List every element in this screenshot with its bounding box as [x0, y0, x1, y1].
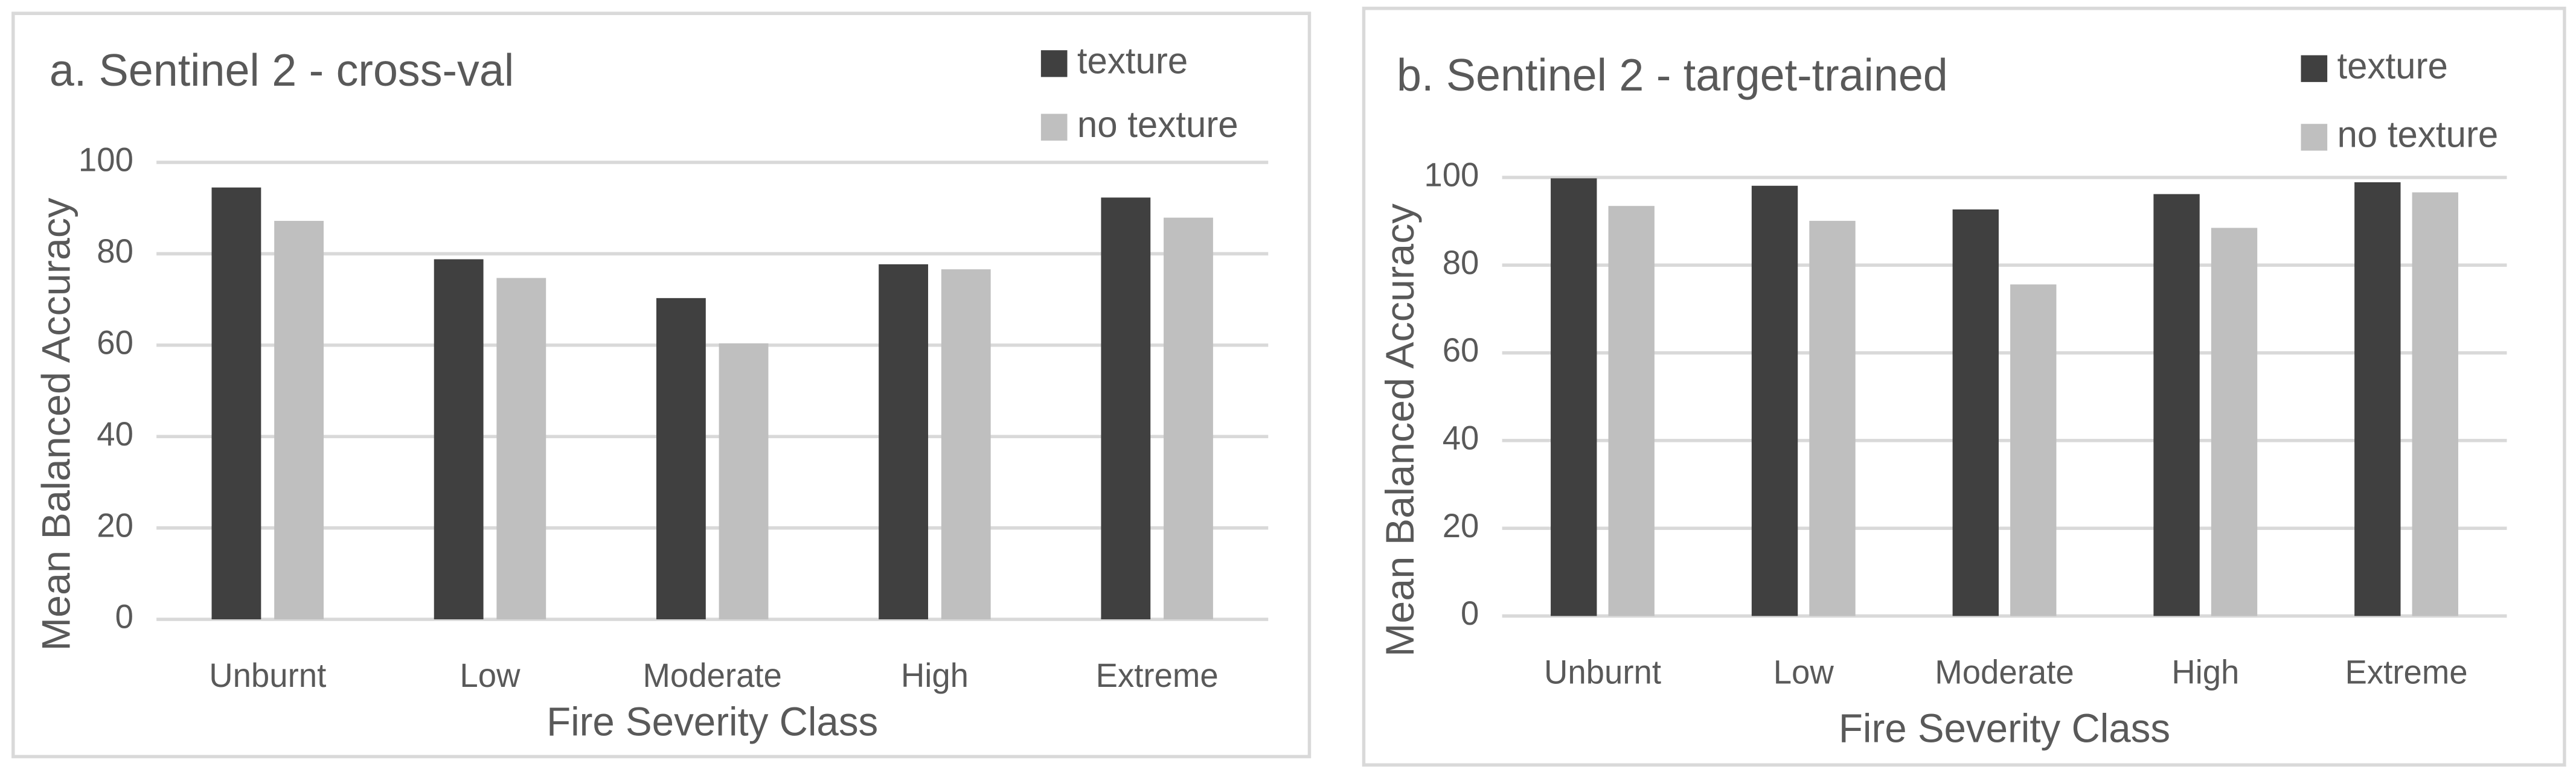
x-tick-label: Moderate	[1935, 653, 2074, 691]
bar	[434, 259, 484, 620]
bar	[941, 269, 991, 620]
x-tick-label: Unburnt	[209, 656, 326, 694]
legend-swatch	[1040, 113, 1068, 141]
x-tick-label: Low	[460, 656, 520, 694]
bar	[211, 187, 261, 620]
y-tick-label: 60	[1443, 331, 1479, 369]
bar	[2354, 182, 2401, 616]
bar	[2010, 284, 2057, 616]
x-tick-label: Extreme	[1096, 656, 1219, 694]
chart-title: b. Sentinel 2 - target-trained	[1397, 50, 1948, 101]
bar	[1101, 197, 1151, 620]
legend-swatch	[1040, 50, 1068, 77]
x-axis-title: Fire Severity Class	[1839, 706, 2170, 751]
bar	[1952, 209, 1999, 616]
y-tick-label: 80	[1443, 244, 1479, 282]
bar	[496, 278, 546, 620]
x-axis-title: Fire Severity Class	[546, 699, 878, 744]
legend-label: texture	[2337, 45, 2447, 86]
legend-swatch	[2301, 124, 2328, 151]
bar	[2211, 228, 2258, 616]
x-tick-label: Low	[1773, 653, 1834, 691]
bar	[1751, 185, 1798, 616]
y-tick-label: 40	[97, 415, 133, 453]
y-axis-title: Mean Balanced Accuracy	[1378, 203, 1422, 657]
y-tick-label: 20	[97, 506, 133, 544]
y-tick-label: 80	[97, 232, 133, 270]
y-tick-label: 60	[97, 324, 133, 362]
y-tick-label: 100	[1424, 156, 1479, 194]
bar	[879, 264, 929, 620]
y-tick-label: 20	[1443, 506, 1479, 544]
legend-label: no texture	[1077, 103, 1238, 145]
y-tick-label: 100	[78, 141, 133, 179]
x-tick-label: Unburnt	[1544, 653, 1661, 691]
y-axis-title: Mean Balanced Accuracy	[34, 198, 78, 651]
bar	[2412, 192, 2458, 616]
x-tick-label: Extreme	[2345, 653, 2468, 691]
legend-swatch	[2301, 55, 2328, 82]
bar	[2153, 194, 2200, 616]
x-tick-label: Moderate	[642, 656, 781, 694]
y-tick-label: 0	[115, 598, 133, 636]
bar	[1164, 217, 1213, 620]
bar	[656, 298, 706, 620]
bar	[1551, 178, 1597, 616]
legend-label: no texture	[2337, 113, 2498, 155]
chart-title: a. Sentinel 2 - cross-val	[50, 45, 514, 95]
bar	[1809, 220, 1856, 616]
x-tick-label: High	[2171, 653, 2239, 691]
y-tick-label: 0	[1461, 595, 1479, 633]
y-tick-label: 40	[1443, 419, 1479, 457]
bar	[719, 343, 769, 620]
bar	[274, 220, 324, 620]
x-tick-label: High	[901, 656, 969, 694]
bar	[1608, 206, 1655, 616]
legend-label: texture	[1077, 40, 1188, 81]
